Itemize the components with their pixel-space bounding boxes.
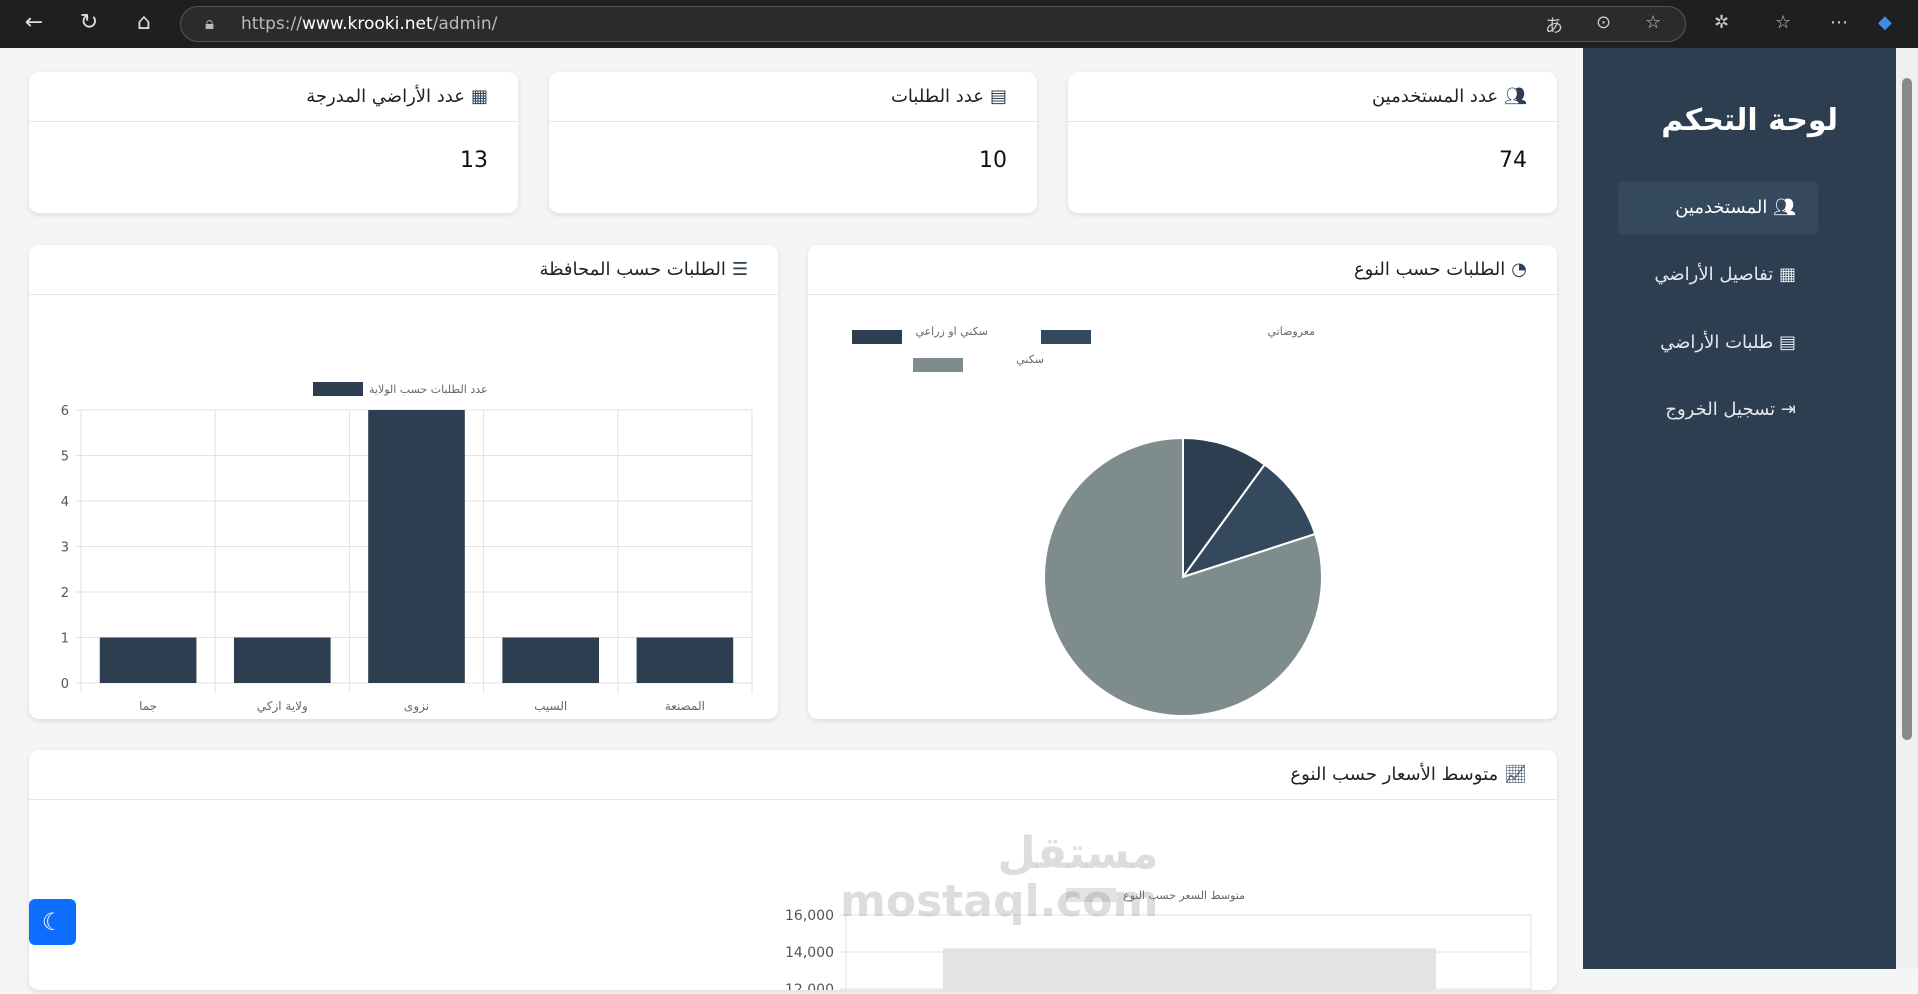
- legend-swatch: [913, 358, 963, 372]
- users-icon: 👥︎: [1504, 86, 1527, 107]
- stat-card-lands: ▦عدد الأراضي المدرجة 13: [29, 72, 518, 213]
- y-tick-label: 2: [61, 586, 69, 601]
- moon-icon: ☾: [41, 908, 64, 936]
- bar: [636, 637, 734, 683]
- sidebar-item-label: تسجيل الخروج: [1665, 399, 1776, 420]
- clipboard-icon: ▤: [989, 86, 1007, 107]
- favorite-star-icon[interactable]: ☆: [1645, 12, 1662, 33]
- y-tick-label: 1: [61, 632, 69, 647]
- sidebar-title: لوحة التحكم: [1661, 103, 1838, 138]
- scrollbar-thumb[interactable]: [1902, 78, 1912, 740]
- legend-label: سكني: [1016, 353, 1044, 366]
- stat-label: عدد المستخدمين: [1371, 86, 1499, 107]
- x-tick-label: المصنعة: [665, 699, 705, 713]
- legend-label: متوسط السعر حسب النوع: [1123, 889, 1245, 902]
- x-tick-label: ولاية ازكي: [257, 699, 308, 714]
- pie-slice: [1043, 436, 1323, 717]
- stat-value: 13: [460, 148, 488, 173]
- map-icon: ▦: [470, 86, 488, 107]
- y-tick-label: 16,000: [785, 908, 834, 924]
- pie-chart-icon: ◔: [1511, 259, 1527, 280]
- copilot-icon[interactable]: ◆: [1878, 12, 1892, 33]
- bar-chart: عدد الطلبات حسب الولاية 0 1 2 3 4 5 6 جما ولاية ا…: [61, 382, 753, 714]
- legend-label: سكني او زراعي: [915, 325, 988, 338]
- panel-title: متوسط الأسعار حسب النوع: [1290, 764, 1499, 785]
- sidebar-item-logout[interactable]: ⇥ تسجيل الخروج: [1618, 383, 1818, 437]
- stat-value: 74: [1499, 148, 1527, 173]
- stat-label: عدد الأراضي المدرجة: [306, 86, 465, 107]
- users-icon: 👥︎: [1767, 197, 1796, 218]
- bar-chart-icon: ☰: [731, 259, 748, 280]
- y-tick-label: 6: [61, 404, 69, 419]
- more-circle-icon[interactable]: ⊙: [1596, 12, 1612, 33]
- address-bar[interactable]: 🔒︎ https://www.krooki.net/admin/: [180, 6, 1686, 42]
- sidebar-item-label: المستخدمين: [1675, 197, 1768, 218]
- legend-swatch: [1066, 888, 1116, 902]
- url-host: www.krooki.net: [301, 14, 433, 34]
- reload-icon[interactable]: ↻: [79, 10, 99, 35]
- stat-label: عدد الطلبات: [890, 86, 984, 107]
- legend-swatch: [1041, 330, 1091, 344]
- x-tick-label: جما: [139, 699, 157, 713]
- sidebar-item-label: تفاصيل الأراضي: [1654, 264, 1774, 285]
- avg-price-chart: متوسط السعر حسب النوع 16,000 14,000 12,000: [785, 888, 1532, 994]
- y-tick-label: 4: [61, 495, 69, 510]
- y-tick-label: 5: [61, 450, 69, 465]
- url-path: /admin/: [432, 14, 498, 34]
- legend-label: عدد الطلبات حسب الولاية: [369, 383, 488, 396]
- line-chart-icon: 📈︎: [1504, 764, 1527, 785]
- lock-icon: 🔒︎: [205, 14, 215, 34]
- clipboard-icon: ▤: [1773, 332, 1796, 353]
- bar-chart-card: ☰الطلبات حسب المحافظة عدد الطلبات حسب ال…: [29, 245, 778, 719]
- bar: [233, 637, 331, 683]
- bar: [368, 410, 465, 683]
- extensions-icon[interactable]: ✲: [1714, 12, 1730, 33]
- legend-label: معروضاتي: [1267, 325, 1315, 338]
- y-tick-label: 12,000: [785, 982, 834, 990]
- stat-card-requests: ▤عدد الطلبات 10: [549, 72, 1037, 213]
- read-aloud-icon[interactable]: あ: [1545, 16, 1563, 37]
- sign-out-icon: ⇥: [1775, 399, 1796, 420]
- legend-swatch: [313, 382, 363, 396]
- pie-chart: سكني او زراعي معروضاتي سكني: [852, 325, 1323, 717]
- bar: [502, 637, 600, 683]
- legend-swatch: [852, 330, 902, 344]
- home-icon[interactable]: ⌂: [137, 10, 151, 35]
- stat-card-users: 👥︎عدد المستخدمين 74: [1068, 72, 1557, 213]
- sidebar-item-users[interactable]: 👥︎ المستخدمين: [1618, 181, 1818, 235]
- favorites-icon[interactable]: ☆: [1775, 12, 1792, 33]
- sidebar-item-land-requests[interactable]: ▤ طلبات الأراضي: [1618, 316, 1818, 370]
- bar: [943, 948, 1436, 990]
- x-tick-label: نزوى: [404, 699, 429, 714]
- y-tick-label: 0: [61, 677, 69, 692]
- watermark: مستقل mostaql.com: [840, 828, 1159, 927]
- sidebar-item-land-details[interactable]: ▦ تفاصيل الأراضي: [1618, 248, 1818, 302]
- stat-value: 10: [979, 148, 1007, 173]
- avg-price-card: 📈︎متوسط الأسعار حسب النوع متوسط السعر حس…: [29, 750, 1557, 994]
- pie-slice: [1180, 463, 1317, 579]
- y-tick-label: 14,000: [785, 945, 834, 961]
- sidebar-item-label: طلبات الأراضي: [1660, 332, 1774, 353]
- map-icon: ▦: [1773, 264, 1796, 285]
- page-scrollbar[interactable]: [1896, 48, 1918, 969]
- panel-title: الطلبات حسب المحافظة: [539, 259, 726, 280]
- dark-mode-toggle[interactable]: ☾: [29, 899, 76, 945]
- panel-title: الطلبات حسب النوع: [1353, 259, 1506, 280]
- menu-icon[interactable]: ⋯: [1830, 12, 1848, 33]
- browser-toolbar: ← ↻ ⌂ 🔒︎ https://www.krooki.net/admin/ あ…: [0, 0, 1918, 48]
- y-tick-label: 3: [61, 541, 69, 556]
- pie-chart-card: ◔الطلبات حسب النوع سكني او زراعي معروضاتي…: [808, 245, 1557, 719]
- bar: [99, 637, 197, 683]
- url-prefix: https://: [241, 14, 302, 34]
- back-icon[interactable]: ←: [24, 10, 44, 35]
- x-tick-label: السيب: [534, 699, 567, 713]
- pie-slice: [1182, 436, 1267, 581]
- sidebar: لوحة التحكم 👥︎ المستخدمين ▦ تفاصيل الأرا…: [1583, 48, 1896, 969]
